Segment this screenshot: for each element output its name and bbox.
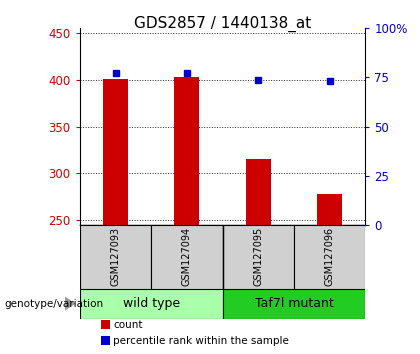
Text: genotype/variation: genotype/variation xyxy=(4,298,103,309)
Text: GDS2857 / 1440138_at: GDS2857 / 1440138_at xyxy=(134,16,311,32)
Bar xyxy=(103,79,128,225)
Text: GSM127094: GSM127094 xyxy=(182,227,192,286)
Bar xyxy=(174,77,199,225)
Text: percentile rank within the sample: percentile rank within the sample xyxy=(113,336,289,346)
Bar xyxy=(223,289,365,319)
Text: GSM127095: GSM127095 xyxy=(253,227,263,286)
Text: Taf7l mutant: Taf7l mutant xyxy=(255,297,333,310)
Text: GSM127093: GSM127093 xyxy=(110,227,121,286)
Text: wild type: wild type xyxy=(123,297,180,310)
Bar xyxy=(80,225,151,289)
Text: GSM127096: GSM127096 xyxy=(325,227,335,286)
Polygon shape xyxy=(65,297,76,310)
Bar xyxy=(246,159,271,225)
Bar xyxy=(317,194,342,225)
Bar xyxy=(294,225,365,289)
Bar xyxy=(80,289,223,319)
Bar xyxy=(151,225,223,289)
Text: count: count xyxy=(113,320,143,330)
Bar xyxy=(223,225,294,289)
